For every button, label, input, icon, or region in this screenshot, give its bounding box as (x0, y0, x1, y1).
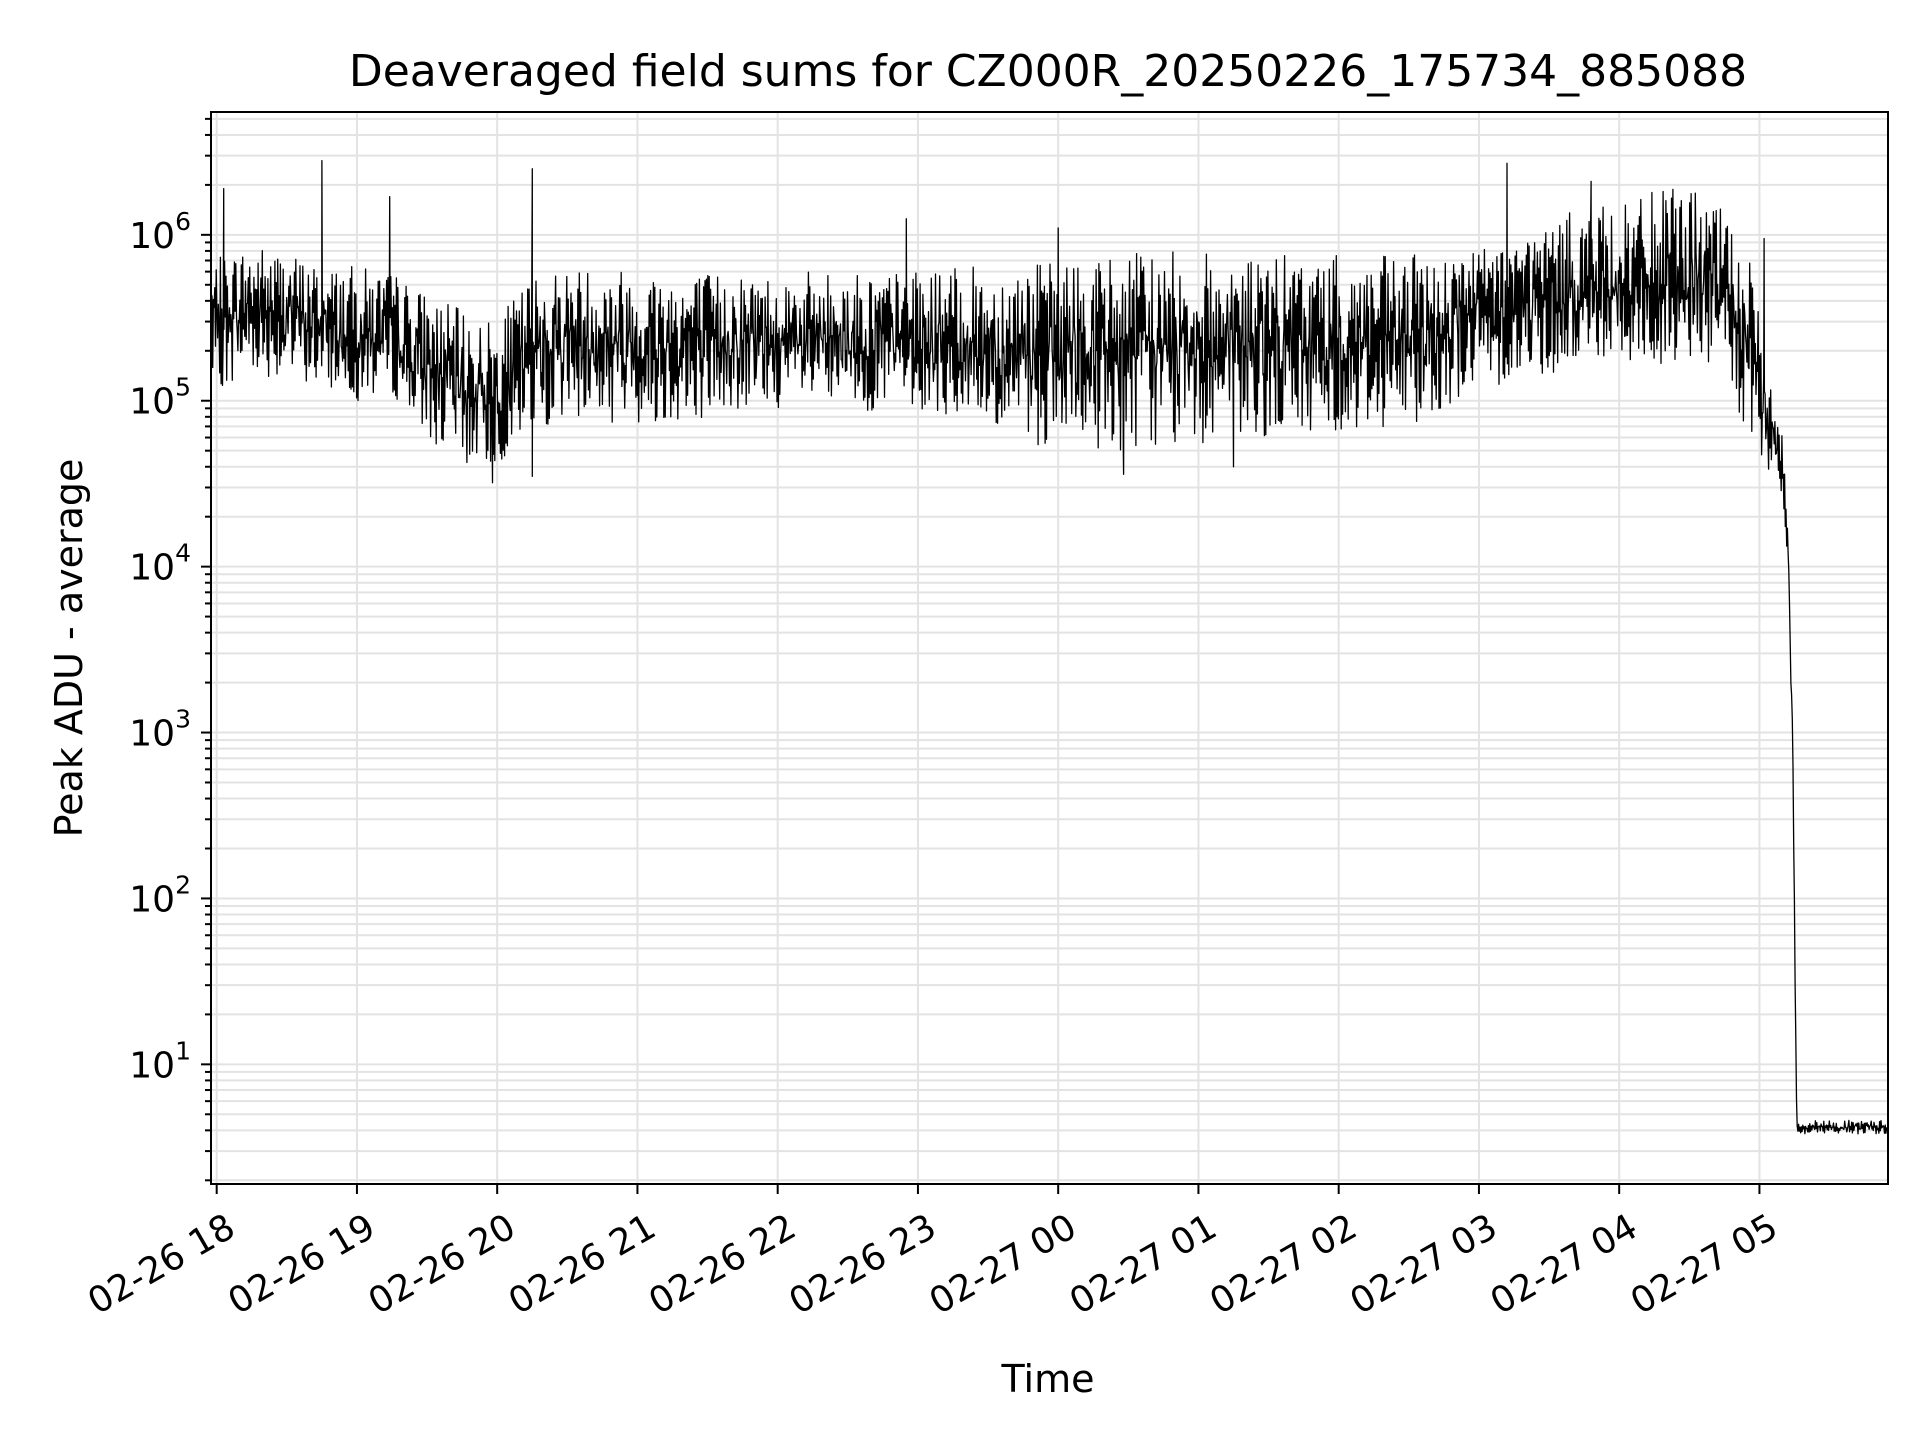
y-tick-exponent: 4 (175, 539, 191, 568)
y-tick-exponent: 1 (175, 1036, 191, 1065)
chart-title: Deaveraged field sums for CZ000R_2025022… (349, 46, 1747, 97)
y-tick-base: 10 (129, 714, 175, 755)
y-tick-base: 10 (129, 382, 175, 423)
y-tick-base: 10 (129, 1045, 175, 1086)
y-tick-exponent: 3 (175, 705, 191, 734)
x-axis-label: Time (1001, 1357, 1095, 1401)
y-tick-exponent: 5 (175, 373, 191, 402)
y-tick-exponent: 6 (175, 207, 191, 236)
y-tick-base: 10 (129, 548, 175, 589)
y-tick-base: 10 (129, 216, 175, 257)
y-tick-base: 10 (129, 879, 175, 920)
y-axis-label: Peak ADU - average (47, 459, 91, 838)
y-tick-exponent: 2 (175, 870, 191, 899)
